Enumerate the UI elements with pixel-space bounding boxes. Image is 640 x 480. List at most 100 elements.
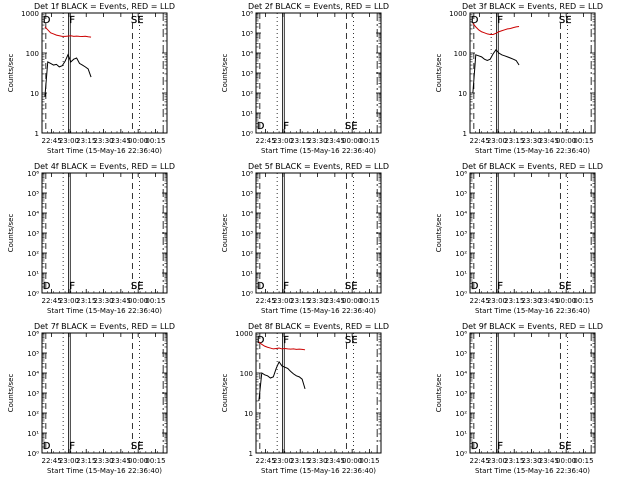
events-series-line bbox=[44, 53, 92, 97]
x-tick-label: 23:15 bbox=[504, 297, 524, 305]
x-axis-label: Start Time (15-May-16 22:36:40) bbox=[475, 467, 590, 475]
event-marker-d: D bbox=[43, 281, 51, 292]
x-tick-label: 23:00 bbox=[273, 297, 293, 305]
panel-det-9: Det 9f BLACK = Events, RED = LLD 10⁰ 10¹ 10… bbox=[435, 322, 603, 475]
x-tick-label: 23:45 bbox=[539, 297, 559, 305]
x-tick-label: 22:45 bbox=[470, 457, 490, 465]
event-marker-d: D bbox=[257, 121, 265, 132]
panel-det-6: Det 6f BLACK = Events, RED = LLD 10⁰ 10¹ 10… bbox=[435, 162, 603, 315]
y-axis-label: Counts/sec bbox=[221, 214, 229, 253]
y-tick-label: 1000 bbox=[449, 10, 467, 18]
x-tick-label: 23:00 bbox=[487, 457, 507, 465]
panel-det-1: Det 1f BLACK = Events, RED = LLD 1 10 100 10… bbox=[7, 2, 175, 155]
x-tick-label: 23:30 bbox=[521, 297, 541, 305]
event-marker-d: D bbox=[43, 441, 51, 452]
y-tick-label: 10⁶ bbox=[455, 170, 467, 178]
x-tick-label: 23:00 bbox=[487, 297, 507, 305]
event-marker-f: F bbox=[497, 441, 503, 452]
events-series-line bbox=[258, 360, 306, 402]
x-tick-label: 00:15 bbox=[573, 297, 593, 305]
x-tick-label: 23:30 bbox=[307, 137, 327, 145]
y-tick-label: 10³ bbox=[241, 230, 253, 238]
x-tick-label: 23:15 bbox=[290, 457, 310, 465]
x-tick-label: 23:45 bbox=[539, 137, 559, 145]
x-tick-label: 00:00 bbox=[556, 137, 576, 145]
y-tick-label: 1 bbox=[463, 130, 467, 138]
y-tick-label: 10¹ bbox=[455, 430, 467, 438]
x-tick-label: 00:00 bbox=[556, 297, 576, 305]
x-tick-label: 00:00 bbox=[128, 297, 148, 305]
x-tick-label: 23:45 bbox=[111, 457, 131, 465]
y-tick-label: 10¹ bbox=[241, 270, 253, 278]
y-tick-label: 10¹ bbox=[241, 110, 253, 118]
plot-frame bbox=[41, 172, 168, 294]
x-tick-label: 23:30 bbox=[521, 137, 541, 145]
y-tick-label: 10⁶ bbox=[241, 10, 253, 18]
y-tick-label: 10⁵ bbox=[241, 30, 253, 38]
x-tick-label: 23:30 bbox=[93, 297, 113, 305]
x-tick-label: 00:00 bbox=[556, 457, 576, 465]
event-marker-d: D bbox=[471, 281, 479, 292]
x-tick-label: 00:15 bbox=[145, 137, 165, 145]
y-tick-label: 10⁶ bbox=[27, 330, 39, 338]
event-marker-f: F bbox=[69, 281, 75, 292]
x-tick-label: 23:45 bbox=[325, 457, 345, 465]
y-tick-label: 10¹ bbox=[455, 270, 467, 278]
x-tick-label: 23:15 bbox=[290, 297, 310, 305]
y-tick-label: 10⁴ bbox=[27, 370, 39, 378]
y-tick-label: 10³ bbox=[455, 390, 467, 398]
y-tick-label: 10⁴ bbox=[27, 210, 39, 218]
y-tick-label: 10⁶ bbox=[455, 330, 467, 338]
y-tick-label: 10³ bbox=[241, 70, 253, 78]
x-axis-label: Start Time (15-May-16 22:36:40) bbox=[261, 467, 376, 475]
y-tick-label: 10⁶ bbox=[27, 170, 39, 178]
x-tick-label: 23:15 bbox=[290, 137, 310, 145]
panel-det-7: Det 7f BLACK = Events, RED = LLD 10⁰ 10¹ 10… bbox=[7, 322, 175, 475]
plot-frame bbox=[41, 12, 168, 134]
event-marker-se: SE bbox=[345, 121, 358, 132]
panel-title: Det 4f BLACK = Events, RED = LLD bbox=[34, 162, 175, 171]
y-axis-label: Counts/sec bbox=[7, 214, 15, 253]
y-axis-label: Counts/sec bbox=[7, 54, 15, 93]
y-tick-label: 10³ bbox=[455, 230, 467, 238]
x-tick-label: 23:00 bbox=[59, 297, 79, 305]
event-marker-f: F bbox=[69, 441, 75, 452]
event-marker-f: F bbox=[497, 15, 503, 26]
y-axis-label: Counts/sec bbox=[435, 374, 443, 413]
y-tick-label: 10² bbox=[455, 410, 467, 418]
y-tick-label: 10² bbox=[27, 410, 39, 418]
event-marker-se: SE bbox=[559, 15, 572, 26]
x-tick-label: 23:45 bbox=[111, 297, 131, 305]
y-tick-label: 10⁵ bbox=[241, 190, 253, 198]
x-tick-label: 00:15 bbox=[359, 457, 379, 465]
x-tick-label: 00:15 bbox=[359, 297, 379, 305]
x-tick-label: 23:45 bbox=[325, 137, 345, 145]
x-tick-label: 00:00 bbox=[342, 137, 362, 145]
x-tick-label: 23:15 bbox=[76, 457, 96, 465]
y-tick-label: 10⁰ bbox=[455, 290, 467, 298]
x-tick-label: 00:15 bbox=[573, 457, 593, 465]
event-marker-f: F bbox=[283, 121, 289, 132]
lld-series-line bbox=[258, 341, 306, 351]
event-marker-se: SE bbox=[559, 281, 572, 292]
event-marker-se: SE bbox=[559, 441, 572, 452]
panel-title: Det 2f BLACK = Events, RED = LLD bbox=[248, 2, 389, 11]
event-marker-f: F bbox=[283, 281, 289, 292]
x-tick-label: 00:00 bbox=[128, 137, 148, 145]
plot-frame bbox=[255, 172, 382, 294]
x-tick-label: 22:45 bbox=[42, 297, 62, 305]
y-tick-label: 1000 bbox=[235, 330, 253, 338]
y-tick-label: 10⁵ bbox=[455, 190, 467, 198]
x-tick-label: 23:00 bbox=[59, 137, 79, 145]
y-tick-label: 10⁶ bbox=[241, 170, 253, 178]
x-tick-label: 23:30 bbox=[307, 457, 327, 465]
x-tick-label: 00:15 bbox=[145, 297, 165, 305]
event-marker-se: SE bbox=[131, 15, 144, 26]
y-tick-label: 100 bbox=[240, 370, 253, 378]
panel-det-2: Det 2f BLACK = Events, RED = LLD 10⁰ 10¹ 10… bbox=[221, 2, 389, 155]
plot-frame bbox=[255, 332, 382, 454]
x-axis-label: Start Time (15-May-16 22:36:40) bbox=[475, 307, 590, 315]
y-tick-label: 10⁰ bbox=[241, 290, 253, 298]
y-tick-label: 10⁴ bbox=[455, 370, 467, 378]
